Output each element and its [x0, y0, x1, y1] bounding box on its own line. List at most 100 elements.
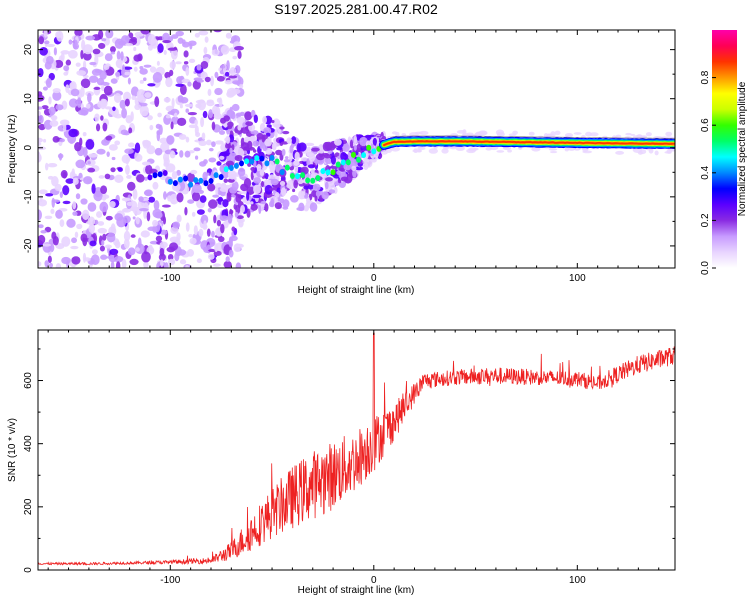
spectrogram-blob [235, 262, 242, 268]
spectrogram-blob [130, 111, 134, 122]
spectrogram-blob [185, 136, 190, 143]
spectrogram-blob [240, 126, 250, 134]
spectrogram-blob [103, 64, 110, 71]
spectrogram-blob [640, 135, 648, 138]
carrier-spot [366, 144, 372, 151]
spectrogram-blob [106, 151, 110, 157]
spectrogram-blob [264, 172, 269, 180]
spectrogram-blob [102, 122, 108, 132]
spectrogram-blob [179, 104, 183, 109]
spectrogram-blob [143, 260, 149, 268]
spectrogram-blob [51, 176, 59, 187]
spectrogram-blob [554, 130, 561, 136]
spectrogram-blob [268, 160, 275, 170]
spectrogram-blob [208, 109, 214, 119]
spectrogram-blob [146, 211, 151, 222]
spectrogram-blob [147, 83, 156, 87]
spectrogram-blob [409, 132, 419, 137]
spectrogram-blob [307, 184, 314, 190]
spectrogram-blob [71, 256, 81, 265]
y-tick-label: 0 [23, 145, 34, 151]
spectrogram-blob [214, 71, 219, 79]
spectrogram-blob [169, 61, 176, 69]
carrier-spot [330, 169, 336, 176]
spectrogram-blob [44, 215, 53, 220]
spectrogram-blob [140, 230, 150, 238]
spectrogram-blob [115, 58, 123, 69]
spectrogram-blob [200, 117, 205, 128]
spectrogram-blob [256, 132, 264, 140]
spectrogram-blob [159, 137, 168, 144]
spectrogram-blob [233, 203, 238, 210]
spectrogram-blob [133, 54, 142, 62]
spectrogram-blob [149, 66, 157, 73]
spectrogram-blob [124, 148, 134, 154]
spectrogram-blob [185, 222, 190, 232]
spectrogram-blob [38, 261, 42, 267]
spectrogram-blob [124, 71, 131, 76]
spectrogram-blob [82, 146, 88, 158]
spectrogram-blob [190, 169, 198, 175]
spectrogram-blob [128, 127, 133, 134]
spectrogram-blob [61, 256, 71, 265]
spectrogram-blob [259, 169, 265, 176]
spectrogram-blob [330, 155, 336, 165]
spectrogram-blob [207, 88, 212, 97]
spectrogram-blob [196, 64, 202, 71]
spectrogram-blob [134, 97, 139, 106]
spectrogram-blob [227, 178, 235, 183]
spectrogram-blob [59, 191, 64, 198]
spectrogram-blob [110, 78, 118, 84]
spectrogram-blob [101, 138, 110, 146]
spectrogram-blob [139, 105, 149, 117]
spectrogram-blob [186, 172, 195, 183]
spectrogram-blob [147, 226, 157, 231]
carrier-spot [249, 158, 255, 165]
spectrogram-blob [83, 176, 93, 185]
y-tick-label: -20 [23, 238, 34, 253]
spectrogram-blob [153, 200, 160, 211]
spectrogram-blob [75, 193, 81, 200]
y-tick-label: 20 [23, 44, 34, 56]
spectrogram-blob [176, 232, 181, 242]
spectrogram-blob [75, 159, 86, 169]
spectrogram-blob [44, 40, 50, 45]
spectrogram-blob [62, 200, 71, 205]
spectrogram-blob [87, 216, 96, 226]
spectrogram-blob [234, 211, 239, 218]
spectrogram-blob [163, 97, 171, 103]
spectrogram-blob [206, 100, 215, 107]
spectrogram-blob [284, 156, 289, 160]
spectrogram-blob [220, 45, 230, 55]
spectrogram-blob [227, 170, 237, 180]
spectrogram-blob [211, 121, 216, 131]
spectrogram-blob [280, 141, 289, 145]
spectrogram-blob [88, 75, 99, 83]
spectrogram-blob [193, 147, 201, 152]
spectrogram-blob [176, 214, 182, 223]
spectrogram-blob [136, 89, 146, 100]
spectrogram-blob [82, 209, 90, 221]
spectrogram-blob [236, 191, 245, 195]
spectrogram-blob [129, 258, 139, 266]
spectrogram-blob [127, 181, 136, 191]
spectrogram-blob [328, 189, 336, 194]
spectrogram-blob [163, 49, 167, 55]
spectrogram-blob [139, 207, 149, 212]
spectrogram-blob [110, 167, 116, 173]
spectrogram-y-axis: -20 -10 0 10 20 [23, 44, 675, 253]
carrier-spot [203, 180, 209, 187]
spectrogram-blob [223, 115, 230, 122]
spectrogram-blob [507, 149, 512, 153]
spectrogram-blob [244, 111, 253, 121]
spectrogram-blob [324, 181, 329, 190]
spectrogram-blob [176, 169, 182, 176]
spectrogram-blob [50, 208, 55, 214]
spectrogram-blob [156, 60, 160, 66]
spectrogram-blob [413, 148, 419, 154]
x-tick-label: 0 [371, 273, 377, 284]
spectrogram-blob [224, 79, 233, 85]
spectrogram-blob [204, 36, 209, 43]
spectrogram-blob [147, 33, 156, 45]
spectrogram-blob [227, 213, 233, 224]
